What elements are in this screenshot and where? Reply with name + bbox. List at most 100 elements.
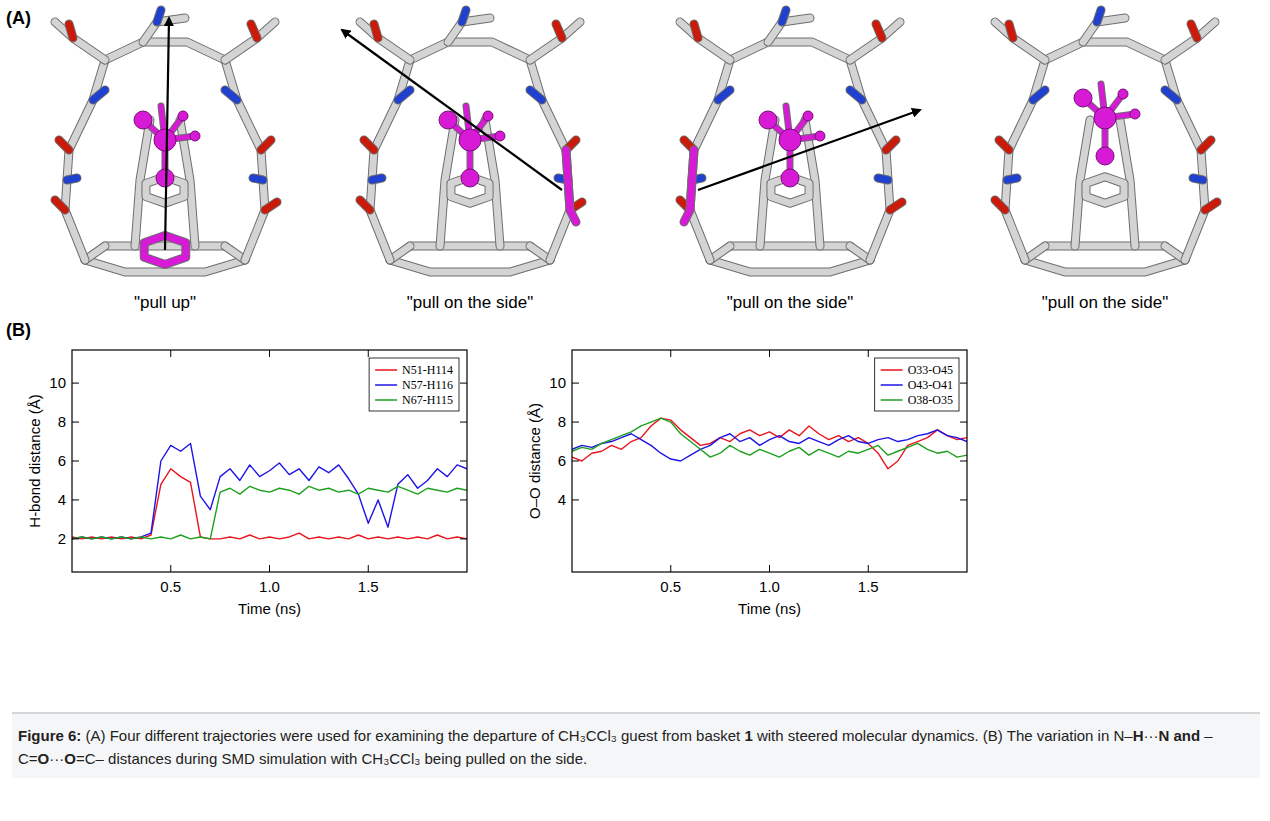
bond — [398, 90, 410, 100]
bond — [710, 260, 870, 272]
x-tick-label: 1.0 — [259, 578, 280, 595]
bond-outline — [1045, 42, 1165, 60]
caption: Figure 6: (A) Four different trajectorie… — [12, 712, 1260, 778]
y-tick — [72, 422, 79, 423]
bond — [448, 18, 490, 42]
series-line — [572, 418, 967, 469]
legend-label: O43-O41 — [908, 378, 953, 392]
y-tick-label: 10 — [49, 374, 66, 391]
guest — [759, 106, 825, 187]
bond — [1191, 24, 1197, 38]
chart: 0.51.01.546810Time (ns)O–O distance (Å)O… — [526, 350, 967, 617]
x-tick — [269, 565, 270, 572]
guest-atom — [459, 129, 481, 151]
bond — [680, 22, 730, 60]
series-line — [72, 469, 467, 539]
x-tick — [170, 350, 171, 357]
bond-outline — [782, 10, 786, 22]
bond-outline — [364, 140, 374, 150]
guest-atom — [1074, 89, 1092, 107]
bond-outline — [566, 150, 576, 222]
guest-atom — [815, 131, 825, 141]
y-tick — [72, 499, 79, 500]
guest — [1074, 84, 1140, 165]
bond-outline — [1025, 260, 1185, 272]
bond-outline — [878, 178, 888, 180]
bond-outline — [730, 42, 850, 60]
caption-text: N and — [1158, 727, 1200, 744]
bond — [850, 60, 890, 260]
caption-text: O — [64, 750, 76, 767]
trajectory-label: "pull on the side" — [727, 293, 853, 312]
bond-outline — [1083, 18, 1125, 42]
bond-outline — [65, 60, 105, 260]
bond-outline — [1205, 202, 1217, 210]
y-tick-label: 4 — [558, 491, 566, 508]
caption-text: ··· — [49, 750, 64, 767]
bond — [890, 202, 902, 210]
bond-outline — [253, 178, 263, 180]
bond-outline — [225, 60, 265, 260]
x-tick-label: 1.5 — [358, 578, 379, 595]
x-tick — [368, 565, 369, 572]
bond-outline — [556, 24, 562, 38]
y-tick-label: 6 — [558, 452, 566, 469]
y-axis-title: H-bond distance (Å) — [26, 394, 43, 527]
caption-text: =C– distances during SMD simulation with… — [76, 750, 587, 767]
y-tick — [960, 499, 967, 500]
bond-outline — [67, 178, 77, 180]
bond — [1201, 140, 1211, 150]
plot-frame — [72, 350, 467, 572]
bond-outline — [1007, 178, 1017, 180]
bond-outline — [225, 22, 275, 60]
legend-label: O33-O45 — [908, 363, 953, 377]
guest-atom — [1096, 147, 1114, 165]
bond-outline — [1033, 90, 1045, 100]
x-tick — [170, 565, 171, 572]
bond — [1083, 18, 1125, 42]
guest-atom — [1094, 107, 1116, 129]
y-tick-label: 8 — [58, 413, 66, 430]
bond-outline — [995, 200, 1005, 210]
x-tick — [769, 565, 770, 572]
pull-arrow — [698, 110, 920, 190]
bond-outline — [999, 140, 1009, 150]
legend-box — [875, 358, 959, 411]
caption-text: Figure 6: — [18, 727, 81, 744]
y-tick — [460, 538, 467, 539]
legend-swatch — [881, 384, 903, 386]
bond-outline — [850, 60, 890, 260]
caption-text: with steered molecular dynamics. (B) The… — [753, 727, 1133, 744]
y-tick-label: 2 — [58, 530, 66, 547]
bond — [67, 178, 77, 180]
bond — [364, 140, 374, 150]
bond — [55, 22, 105, 60]
bond — [225, 90, 237, 100]
guest-atom — [495, 131, 505, 141]
trajectory-label: "pull on the side" — [407, 293, 533, 312]
bond — [1205, 202, 1217, 210]
bond — [1086, 177, 1124, 203]
bond-outline — [55, 200, 65, 210]
legend-swatch — [375, 369, 397, 371]
bond — [265, 202, 277, 210]
bond — [261, 140, 271, 150]
bond — [684, 150, 694, 222]
y-tick — [572, 383, 579, 384]
bond — [530, 90, 542, 100]
legend-label: O38-O35 — [908, 393, 953, 407]
bond — [410, 42, 530, 60]
bond — [251, 24, 257, 38]
bond — [1097, 10, 1101, 22]
guest-atom — [156, 169, 174, 187]
bond — [566, 150, 576, 222]
bond-outline — [1045, 242, 1165, 251]
series-line — [72, 486, 467, 539]
x-axis-title: Time (ns) — [238, 600, 301, 617]
caption-text: 1 — [744, 727, 752, 744]
y-tick — [460, 422, 467, 423]
bond-outline — [1191, 24, 1197, 38]
bond — [157, 10, 161, 22]
bond — [1033, 90, 1045, 100]
legend: N51-H114N57-H116N67-H115 — [369, 358, 459, 411]
